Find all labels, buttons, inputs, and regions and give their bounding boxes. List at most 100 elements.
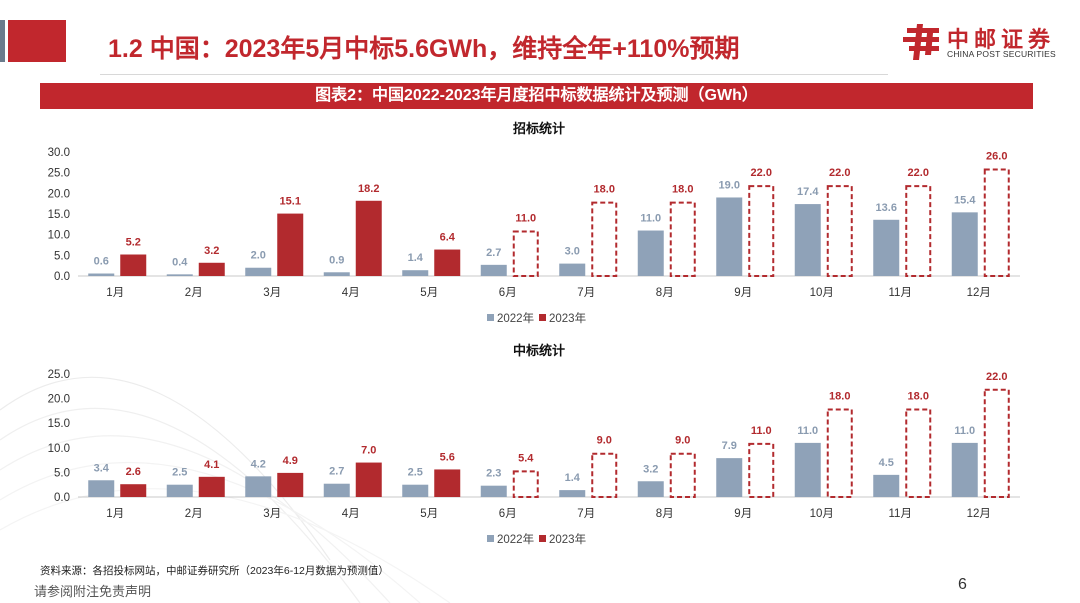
chart1-data-label-2023: 15.1 (280, 196, 301, 208)
chart1-legend-label-2023: 2023年 (549, 311, 586, 325)
chart2-bar-2022 (480, 485, 507, 497)
chart1-bar-2022 (480, 264, 507, 276)
chart2-legend-label-2023: 2023年 (549, 532, 586, 546)
logo-text-cn: 中邮证券 (947, 27, 1056, 52)
chart1-x-tick-label: 10月 (810, 287, 834, 299)
chart1-bar-2022 (873, 219, 900, 276)
chart1-bar-2022 (166, 274, 193, 276)
chart1-data-label-2023: 18.2 (358, 183, 379, 195)
chart1-legend-label-2022: 2022年 (497, 311, 534, 325)
chart1-x-tick-label: 11月 (889, 287, 912, 299)
chart1-bar-2023 (277, 213, 304, 276)
chart1-bar-2023-forecast (905, 185, 932, 277)
chart2-y-tick-label: 5.0 (54, 467, 70, 479)
chart1-bar-2022 (88, 273, 115, 276)
chart2-legend-label-2022: 2022年 (497, 532, 534, 546)
chart2-y-tick-label: 10.0 (48, 443, 70, 455)
chart2-bar-2023 (277, 472, 304, 497)
chart2-bar-2023 (434, 469, 461, 497)
chart2-legend-swatch-2022 (487, 535, 494, 542)
chart2-x-tick-label: 6月 (499, 508, 517, 520)
chart2-data-label-2022: 7.9 (722, 440, 737, 452)
chart1-data-label-2023: 18.0 (672, 184, 693, 196)
chart1-data-label-2023: 5.2 (126, 237, 141, 249)
chart2-data-label-2022: 4.5 (879, 457, 894, 469)
chart2-data-label-2023: 4.9 (283, 455, 298, 467)
chart2-y-tick-label: 15.0 (48, 418, 70, 430)
chart1-y-tick-label: 20.0 (48, 188, 70, 200)
chart2-x-tick-label: 3月 (263, 508, 281, 520)
chart2-bar-2023-forecast (826, 408, 853, 498)
chart2-data-label-2023: 11.0 (751, 425, 772, 437)
chart2-x-tick-label: 11月 (889, 508, 912, 520)
chart2-data-label-2022: 3.4 (94, 462, 110, 474)
chart1-data-label-2022: 15.4 (954, 194, 976, 206)
chart2-x-tick-label: 12月 (967, 508, 991, 520)
chart2-y-tick-label: 20.0 (48, 394, 70, 406)
chart2-bar-2023 (355, 462, 382, 497)
chart2-data-label-2023: 18.0 (829, 390, 850, 402)
chart1-bar-2023 (198, 262, 225, 276)
chart1-x-tick-label: 4月 (342, 287, 360, 299)
chart2-data-label-2022: 11.0 (954, 425, 975, 437)
chart2-data-label-2022: 2.7 (329, 466, 344, 478)
chart1-data-label-2022: 0.4 (172, 256, 188, 268)
chart2-bar-2023-forecast (669, 452, 696, 498)
chart2-data-label-2022: 2.3 (486, 468, 501, 480)
chart2-bar-2022 (402, 484, 429, 497)
chart1-data-label-2022: 0.6 (94, 256, 109, 268)
chart1-bar-2022 (559, 263, 586, 276)
chart1-data-label-2022: 1.4 (408, 252, 424, 264)
chart1-data-label-2022: 11.0 (640, 213, 661, 225)
chart1-data-label-2022: 19.0 (719, 179, 740, 191)
chart2-y-tick-label: 0.0 (54, 492, 70, 504)
chart2-x-tick-label: 7月 (577, 508, 595, 520)
chart1-y-tick-label: 30.0 (48, 147, 70, 159)
chart2-x-tick-label: 2月 (185, 508, 203, 520)
chart1-y-tick-label: 15.0 (48, 209, 70, 221)
chart1-data-label-2023: 22.0 (829, 167, 850, 179)
chart1-data-label-2023: 22.0 (908, 167, 929, 179)
chart1-bar-2022 (323, 272, 350, 276)
chart2-data-label-2023: 22.0 (986, 371, 1007, 383)
chart1-data-label-2023: 11.0 (515, 213, 536, 225)
chart1-x-tick-label: 1月 (106, 287, 124, 299)
chart1-x-tick-label: 5月 (420, 287, 438, 299)
page-title: 1.2 中国：2023年5月中标5.6GWh，维持全年+110%预期 (108, 35, 740, 63)
chart2-bar-2022 (323, 483, 350, 497)
chart2-data-label-2022: 2.5 (172, 467, 187, 479)
title-divider (100, 74, 888, 75)
chart2-bar-2023-forecast (512, 470, 539, 499)
chart2-bar-2023-forecast (748, 442, 775, 499)
chart1-data-label-2022: 2.0 (251, 250, 266, 262)
chart1-bar-2022 (245, 267, 272, 276)
chart1-x-tick-label: 6月 (499, 287, 517, 299)
chart1-data-label-2022: 0.9 (329, 254, 344, 266)
chart1-data-label-2022: 17.4 (797, 186, 819, 198)
chart2-x-tick-label: 5月 (420, 508, 438, 520)
chart1-y-tick-label: 25.0 (48, 168, 70, 180)
chart2-title: 中标统计 (513, 343, 565, 358)
chart2-legend-swatch-2023 (539, 535, 546, 542)
chart1-bar-2023-forecast (748, 185, 775, 277)
chart2-bar-2022 (559, 490, 586, 497)
chart2-bar-2022 (794, 442, 821, 497)
chart2-bar-2022 (951, 442, 978, 497)
source-note: 资料来源：各招投标网站，中邮证券研究所（2023年6-12月数据为预测值） (40, 565, 389, 577)
chart2-data-label-2023: 9.0 (675, 435, 690, 447)
title-accent-block (8, 20, 66, 62)
chart1-y-tick-label: 10.0 (48, 230, 70, 242)
chart1-data-label-2023: 18.0 (594, 184, 615, 196)
chart1-title: 招标统计 (513, 121, 565, 136)
chart2-x-tick-label: 8月 (656, 508, 674, 520)
disclaimer-link[interactable]: 请参阅附注免责声明 (34, 584, 152, 599)
chart2-data-label-2023: 5.6 (440, 451, 455, 463)
chart2-bar-2023-forecast (983, 388, 1010, 499)
chart2-bar-2023 (198, 476, 225, 497)
chart2-x-tick-label: 9月 (734, 508, 752, 520)
chart2-data-label-2023: 2.6 (126, 466, 141, 478)
chart1-bar-2023 (120, 254, 147, 276)
chart2-data-label-2022: 1.4 (565, 472, 581, 484)
page-number: 6 (958, 576, 967, 593)
chart1-legend-swatch-2023 (539, 314, 546, 321)
